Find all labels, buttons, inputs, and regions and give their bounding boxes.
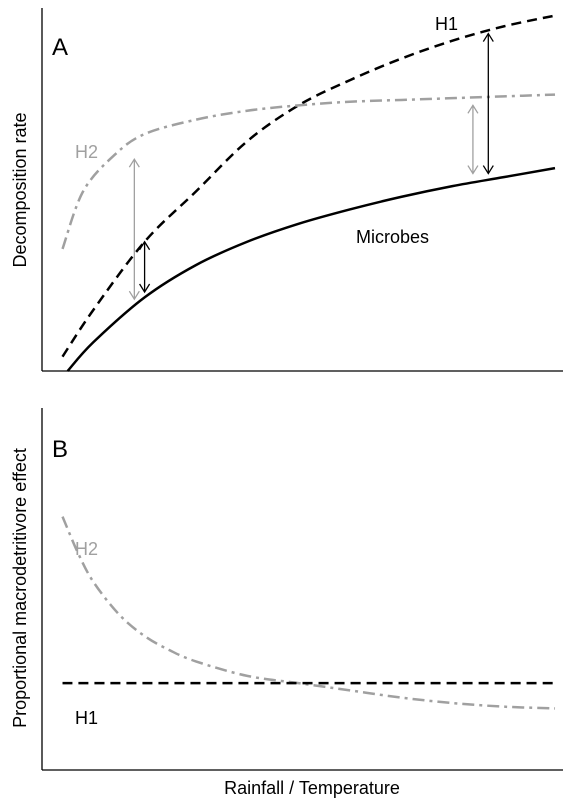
panel-a-label: A (52, 34, 68, 61)
panel-a-microbes-label: Microbes (356, 227, 429, 247)
panel-a-series-line-microbes (66, 166, 556, 372)
panel-b-h1-label: H1 (75, 708, 98, 728)
panel-b-label: B (52, 436, 68, 463)
double-arrow-3 (482, 32, 494, 175)
panel-b: B Proportional macrodetritivore effect H… (10, 408, 563, 798)
panel-a-ylabel: Decomposition rate (10, 112, 30, 267)
panel-b-h2-label: H2 (75, 539, 98, 559)
double-arrow-0 (128, 157, 140, 301)
panel-a-arrows (128, 32, 494, 301)
double-arrow-2 (467, 104, 479, 175)
double-arrow-1 (139, 240, 151, 294)
panel-a-h1-label: H1 (435, 14, 458, 34)
panel-b-ylabel: Proportional macrodetritivore effect (10, 448, 30, 728)
panel-a-h2-label: H2 (75, 142, 98, 162)
panel-a-series (61, 14, 556, 372)
x-axis-label: Rainfall / Temperature (224, 778, 400, 798)
panel-a-series-line-h2 (61, 93, 556, 250)
panel-a: A Decomposition rate H1 H2 Microbes (10, 8, 563, 372)
panel-b-series (61, 516, 556, 710)
panel-a-series-line-h1 (61, 14, 556, 358)
panel-b-series-line-h2 (61, 516, 556, 710)
